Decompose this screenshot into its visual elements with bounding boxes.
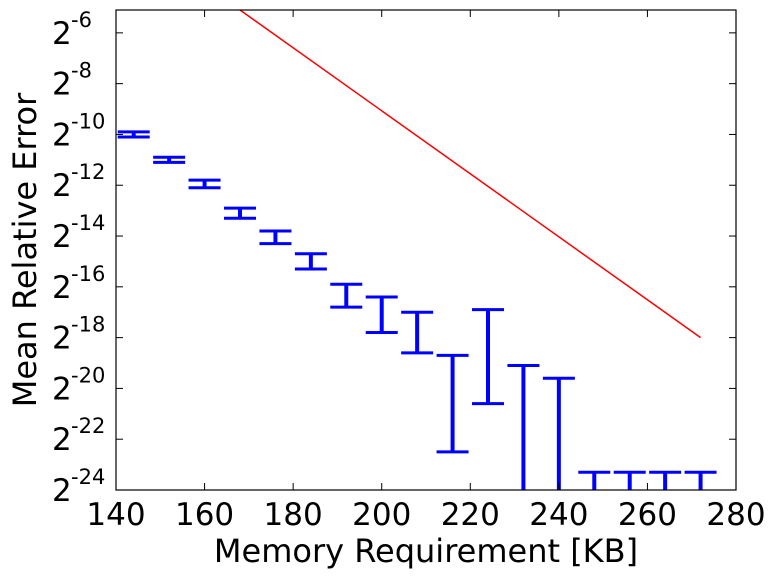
y-tick-exponent: -14 xyxy=(71,211,105,235)
error-bar xyxy=(684,470,717,490)
y-axis-label: Mean Relative Error xyxy=(6,92,44,407)
error-bar xyxy=(330,282,363,309)
error-bar xyxy=(365,295,398,335)
y-tick-label: 2 xyxy=(52,473,72,509)
y-tick-label: 2 xyxy=(52,67,72,103)
x-tick-label: 220 xyxy=(441,497,500,533)
error-bar xyxy=(188,178,221,190)
x-tick-label: 180 xyxy=(264,497,323,533)
y-tick-label: 2 xyxy=(52,321,72,357)
x-axis-label: Memory Requirement [KB] xyxy=(214,532,638,570)
error-bar xyxy=(259,229,292,246)
y-tick-label: 2 xyxy=(52,270,72,306)
plot-frame xyxy=(115,9,737,491)
error-bar xyxy=(436,353,469,454)
reference-line xyxy=(239,9,702,339)
x-tick-label: 280 xyxy=(706,497,765,533)
error-bar xyxy=(153,155,186,164)
y-tick-label: 2 xyxy=(52,168,72,204)
y-tick-label: 2 xyxy=(52,219,72,255)
x-tick-label: 160 xyxy=(175,497,234,533)
y-tick-label: 2 xyxy=(52,16,72,52)
x-tick-label: 140 xyxy=(86,497,145,533)
plot-area xyxy=(116,10,736,490)
y-tick-exponent: -24 xyxy=(71,465,105,489)
y-tick-exponent: -18 xyxy=(71,313,105,337)
error-bar xyxy=(542,376,575,490)
x-tick-label: 260 xyxy=(618,497,677,533)
y-tick-exponent: -8 xyxy=(71,59,92,83)
y-tick-label: 2 xyxy=(52,422,72,458)
error-bar xyxy=(401,310,434,355)
y-tick-exponent: -16 xyxy=(71,262,105,286)
y-tick-exponent: -12 xyxy=(71,160,105,184)
x-tick-label: 200 xyxy=(352,497,411,533)
error-bar xyxy=(613,470,646,490)
error-bar xyxy=(224,206,256,220)
y-tick-exponent: -22 xyxy=(71,414,105,438)
y-tick-exponent: -6 xyxy=(71,8,92,32)
y-tick-exponent: -20 xyxy=(71,363,105,387)
y-tick-label: 2 xyxy=(52,371,72,407)
error-bar xyxy=(472,308,504,406)
error-bar xyxy=(507,364,540,490)
error-bar xyxy=(649,470,682,490)
x-tick-label: 240 xyxy=(529,497,588,533)
error-bar xyxy=(117,130,150,139)
error-bar xyxy=(294,252,327,271)
error-bar xyxy=(578,470,611,490)
y-tick-label: 2 xyxy=(52,117,72,153)
y-tick-exponent: -10 xyxy=(71,109,105,133)
